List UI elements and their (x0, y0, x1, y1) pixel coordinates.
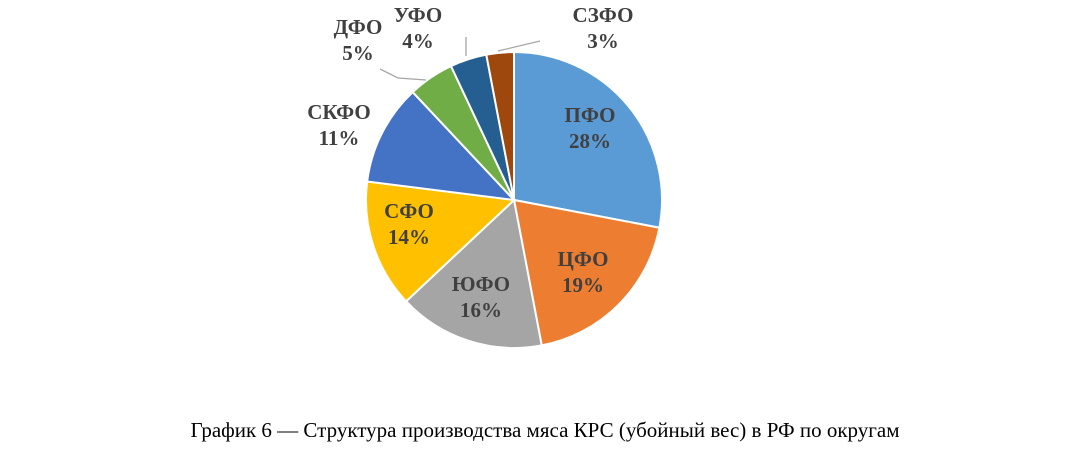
leader-lines (379, 37, 541, 81)
pie-slice-5 (366, 90, 517, 202)
slice-value-label: 3% (587, 29, 619, 53)
pie-slice-8 (485, 50, 515, 201)
slice-value-label: 14% (388, 225, 430, 249)
slice-value-label: 19% (562, 273, 604, 297)
slice-label-4: СФО 14% (384, 199, 434, 249)
slice-value-label: 5% (342, 41, 374, 65)
slice-label-5: СКФО 11% (307, 100, 370, 150)
pie-slice-1 (513, 50, 663, 229)
slice-value-label: 16% (460, 298, 502, 322)
slice-category-label: ЦФО (558, 247, 609, 271)
slice-category-label: СЗФО (573, 3, 634, 27)
slice-category-label: СФО (384, 199, 434, 223)
slice-category-label: ПФО (565, 103, 616, 127)
slice-category-label: УФО (394, 3, 442, 27)
pie-slice-2 (512, 198, 661, 347)
data-labels: ПФО 28%ЦФО 19%ЮФО 16%СФО 14%СКФО 11%ДФО 5%УФО 4… (307, 3, 633, 322)
slice-category-label: ЮФО (452, 272, 510, 296)
pie-slice-4 (365, 180, 517, 303)
figure-caption: График 6 — Структура производства мяса К… (190, 418, 900, 442)
pie-slices (365, 50, 663, 349)
slice-category-label: СКФО (307, 100, 370, 124)
slice-value-label: 11% (319, 126, 360, 150)
slice-label-6: ДФО 5% (334, 15, 383, 65)
slice-label-2: ЦФО 19% (558, 247, 609, 297)
slice-value-label: 4% (402, 29, 434, 53)
leader-line-6 (379, 68, 427, 81)
slice-label-1: ПФО 28% (565, 103, 616, 153)
leader-line-8 (497, 40, 541, 52)
pie-slice-3 (404, 198, 543, 349)
slice-label-3: ЮФО 16% (452, 272, 510, 322)
slice-label-8: СЗФО 3% (573, 3, 634, 53)
slice-category-label: ДФО (334, 15, 383, 39)
slice-label-7: УФО 4% (394, 3, 442, 53)
slice-value-label: 28% (569, 129, 611, 153)
pie-chart: ПФО 28%ЦФО 19%ЮФО 16%СФО 14%СКФО 11%ДФО 5%УФО 4… (307, 3, 663, 349)
